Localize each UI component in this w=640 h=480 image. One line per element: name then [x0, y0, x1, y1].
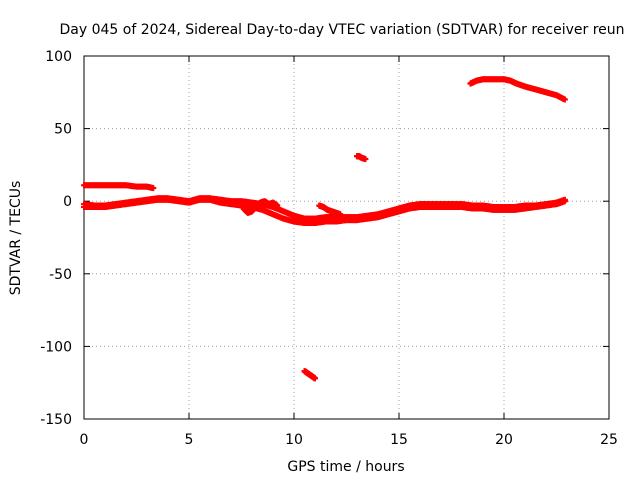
series-scatter-around-8h [240, 198, 281, 216]
data-point [362, 156, 369, 163]
data-point [337, 211, 344, 218]
data-point [561, 96, 568, 103]
y-axis-ticks: -150 -100 -50 0 50 100 [40, 49, 609, 428]
chart-title: Day 045 of 2024, Sidereal Day-to-day VTE… [59, 22, 624, 38]
x-tick-label: 10 [285, 432, 303, 448]
x-tick-label: 15 [390, 432, 408, 448]
x-axis-ticks: 0 5 10 15 20 25 [80, 56, 618, 448]
series-low-outlier-segment [301, 368, 318, 382]
series-late-high-arc [467, 76, 568, 103]
series-main-trace-lower [81, 196, 568, 226]
grid-lines [84, 56, 609, 419]
series-short-segment-near-30 [354, 153, 369, 163]
data-point [274, 202, 281, 209]
series-scatter-around-11h [316, 202, 344, 218]
y-tick-label: -100 [40, 339, 72, 355]
plot-frame [83, 55, 610, 420]
y-tick-label: 50 [54, 122, 72, 138]
x-tick-label: 20 [495, 432, 513, 448]
x-axis-label: GPS time / hours [287, 459, 404, 475]
data-point [312, 375, 318, 382]
y-tick-label: 0 [63, 194, 72, 210]
y-tick-label: -50 [49, 267, 72, 283]
y-tick-label: 100 [45, 49, 72, 65]
x-tick-label: 5 [185, 432, 194, 448]
x-tick-label: 25 [600, 432, 618, 448]
data-points [81, 76, 568, 382]
series-early-high-segment [81, 182, 157, 192]
y-tick-label: -150 [40, 412, 72, 428]
data-point [561, 198, 568, 205]
y-axis-label: SDTVAR / TECUs [8, 181, 24, 296]
data-point [150, 185, 157, 192]
x-tick-label: 0 [80, 432, 89, 448]
